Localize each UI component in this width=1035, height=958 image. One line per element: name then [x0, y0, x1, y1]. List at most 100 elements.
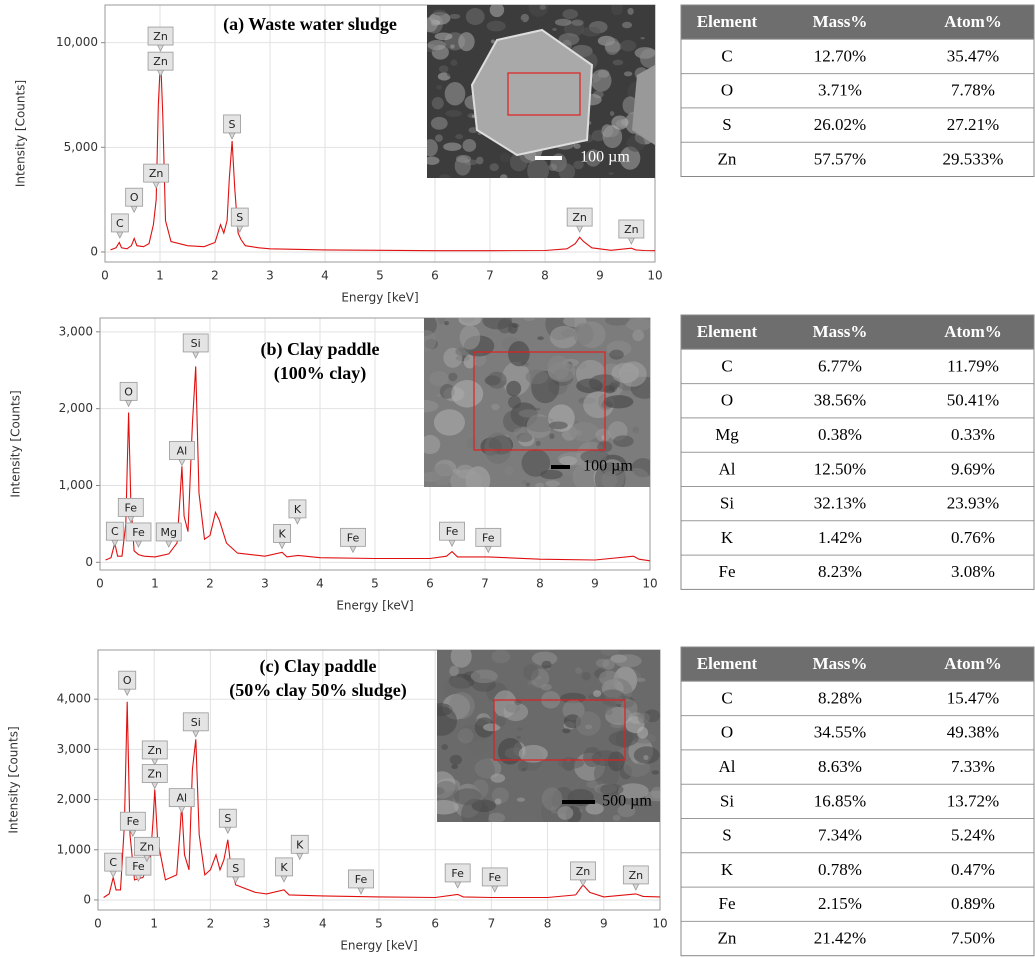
sem-texture [436, 85, 442, 89]
table-cell: 7.33% [951, 757, 995, 776]
table-cell: 0.78% [818, 860, 862, 879]
table-cell: Zn [718, 928, 737, 947]
sem-texture [471, 669, 498, 683]
y-axis-label: Intensity [Counts] [9, 390, 23, 497]
table-cell: 32.13% [814, 494, 866, 513]
sem-texture [540, 5, 546, 10]
table-cell: S [722, 115, 731, 134]
sem-texture [550, 326, 578, 348]
sem-texture [620, 40, 636, 51]
x-tick-label: 10 [652, 917, 667, 931]
sem-texture [516, 728, 522, 732]
sem-texture [582, 672, 591, 681]
y-tick-label: 4,000 [57, 692, 91, 706]
sem-texture [459, 313, 482, 326]
annotation-label: O [124, 385, 133, 398]
figure: 01234567891005,00010,000Energy [keV]Inte… [0, 0, 1035, 958]
x-tick-label: 8 [544, 917, 552, 931]
annotation-label: S [229, 118, 236, 131]
table-cell: 0.38% [818, 425, 862, 444]
table-header: Mass% [813, 322, 868, 341]
panel-title: (b) Clay paddle [260, 339, 379, 360]
table-cell: 50.41% [947, 391, 999, 410]
sem-texture [641, 37, 645, 39]
sem-texture [599, 671, 619, 686]
x-tick-label: 3 [266, 269, 274, 283]
x-tick-label: 2 [206, 577, 214, 591]
sem-texture [443, 142, 461, 150]
sem-texture [652, 770, 660, 774]
x-tick-label: 8 [541, 269, 549, 283]
sem-texture [614, 654, 641, 667]
panel-subtitle: (100% clay) [274, 363, 366, 384]
table-cell: 35.47% [947, 46, 999, 65]
annotation-label: Si [191, 716, 201, 729]
table-cell: 3.08% [951, 562, 995, 581]
sem-texture [519, 20, 523, 22]
x-tick-label: 6 [426, 577, 434, 591]
sem-texture [517, 433, 533, 442]
table-cell: C [721, 46, 732, 65]
scale-label: 500 µm [602, 793, 652, 810]
table-cell: 34.55% [814, 723, 866, 742]
sem-texture [591, 750, 619, 766]
annotation-label: Al [176, 792, 187, 805]
y-axis-label: Intensity [Counts] [14, 80, 28, 187]
annotation-label: Fe [451, 867, 464, 880]
table-header: Element [697, 12, 758, 31]
table-header: Atom% [944, 12, 1002, 31]
sem-texture [433, 10, 446, 16]
table-cell: 0.33% [951, 425, 995, 444]
sem-texture [451, 645, 472, 668]
sem-texture [635, 678, 645, 682]
table-cell: 11.79% [947, 356, 999, 375]
x-tick-label: 8 [536, 577, 544, 591]
annotation-label: Fe [489, 871, 502, 884]
table-header: Atom% [944, 654, 1002, 673]
x-tick-label: 0 [101, 269, 109, 283]
sem-texture [536, 441, 541, 447]
annotation-label: C [111, 525, 119, 538]
sem-texture [523, 315, 535, 321]
sem-texture [458, 32, 474, 51]
sem-texture [445, 82, 466, 105]
annotation-label: O [130, 191, 139, 204]
table-cell: 8.28% [818, 688, 862, 707]
sem-texture [555, 19, 572, 26]
sem-texture [432, 464, 454, 486]
annotation-label: S [236, 211, 243, 224]
table-cell: 27.21% [947, 115, 999, 134]
sem-texture [572, 19, 584, 25]
annotation-label: Zn [572, 211, 587, 224]
x-tick-label: 2 [211, 269, 219, 283]
annotation-label: S [224, 812, 231, 825]
table-cell: 13.72% [947, 791, 999, 810]
annotation-label: Fe [355, 873, 368, 886]
sem-texture [600, 689, 625, 705]
sem-texture [449, 14, 460, 19]
table-cell: K [721, 528, 734, 547]
sem-texture [634, 746, 660, 763]
table-cell: O [721, 81, 733, 100]
annotation-label: Fe [482, 531, 495, 544]
table-cell: 3.71% [818, 81, 862, 100]
sem-texture [632, 426, 639, 433]
sem-texture [451, 60, 458, 66]
sem-texture [500, 153, 510, 163]
sem-texture [428, 40, 446, 50]
sem-texture [610, 111, 614, 116]
table-cell: 12.50% [814, 459, 866, 478]
sem-texture [601, 646, 619, 656]
table-cell: S [722, 826, 731, 845]
y-tick-label: 0 [83, 892, 91, 906]
annotation-label: Mg [161, 526, 177, 539]
sem-texture [462, 139, 476, 152]
table-cell: 8.63% [818, 757, 862, 776]
sem-texture [562, 728, 570, 733]
sem-texture [619, 361, 647, 386]
table-cell: 7.34% [818, 826, 862, 845]
annotation-label: Al [177, 445, 188, 458]
sem-texture [466, 8, 485, 25]
sem-texture [559, 164, 576, 181]
sem-texture [624, 71, 632, 76]
